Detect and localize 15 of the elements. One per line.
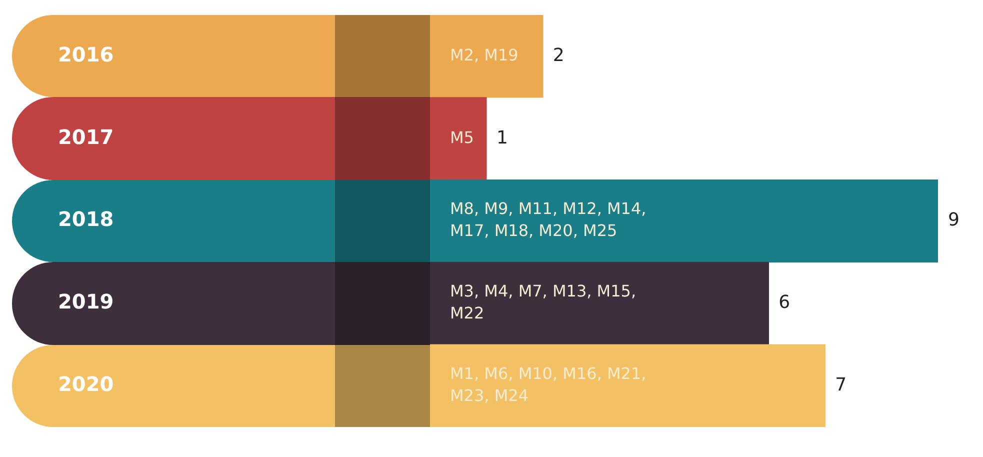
annotation: M8, M9, M11, M12, M14, M17, M18, M20, M25	[450, 199, 646, 240]
y-tick-label: 2019	[58, 290, 114, 314]
annotation: M5	[450, 128, 474, 147]
y-tick-label: 2020	[58, 372, 114, 396]
y-tick-label: 2018	[58, 207, 114, 232]
data-label: 9	[948, 210, 960, 231]
annotation: M1, M6, M10, M16, M21, M23, M24	[450, 364, 646, 405]
annotation: M2, M19	[450, 45, 518, 64]
data-label: 2	[552, 44, 564, 66]
y-tick-label: 2016	[58, 42, 114, 66]
annotation: M3, M4, M7, M13, M15, M22	[450, 282, 636, 323]
data-label: 6	[778, 292, 790, 314]
data-label: 1	[496, 127, 508, 148]
y-tick-label: 2017	[58, 124, 114, 149]
data-label: 7	[835, 374, 847, 396]
